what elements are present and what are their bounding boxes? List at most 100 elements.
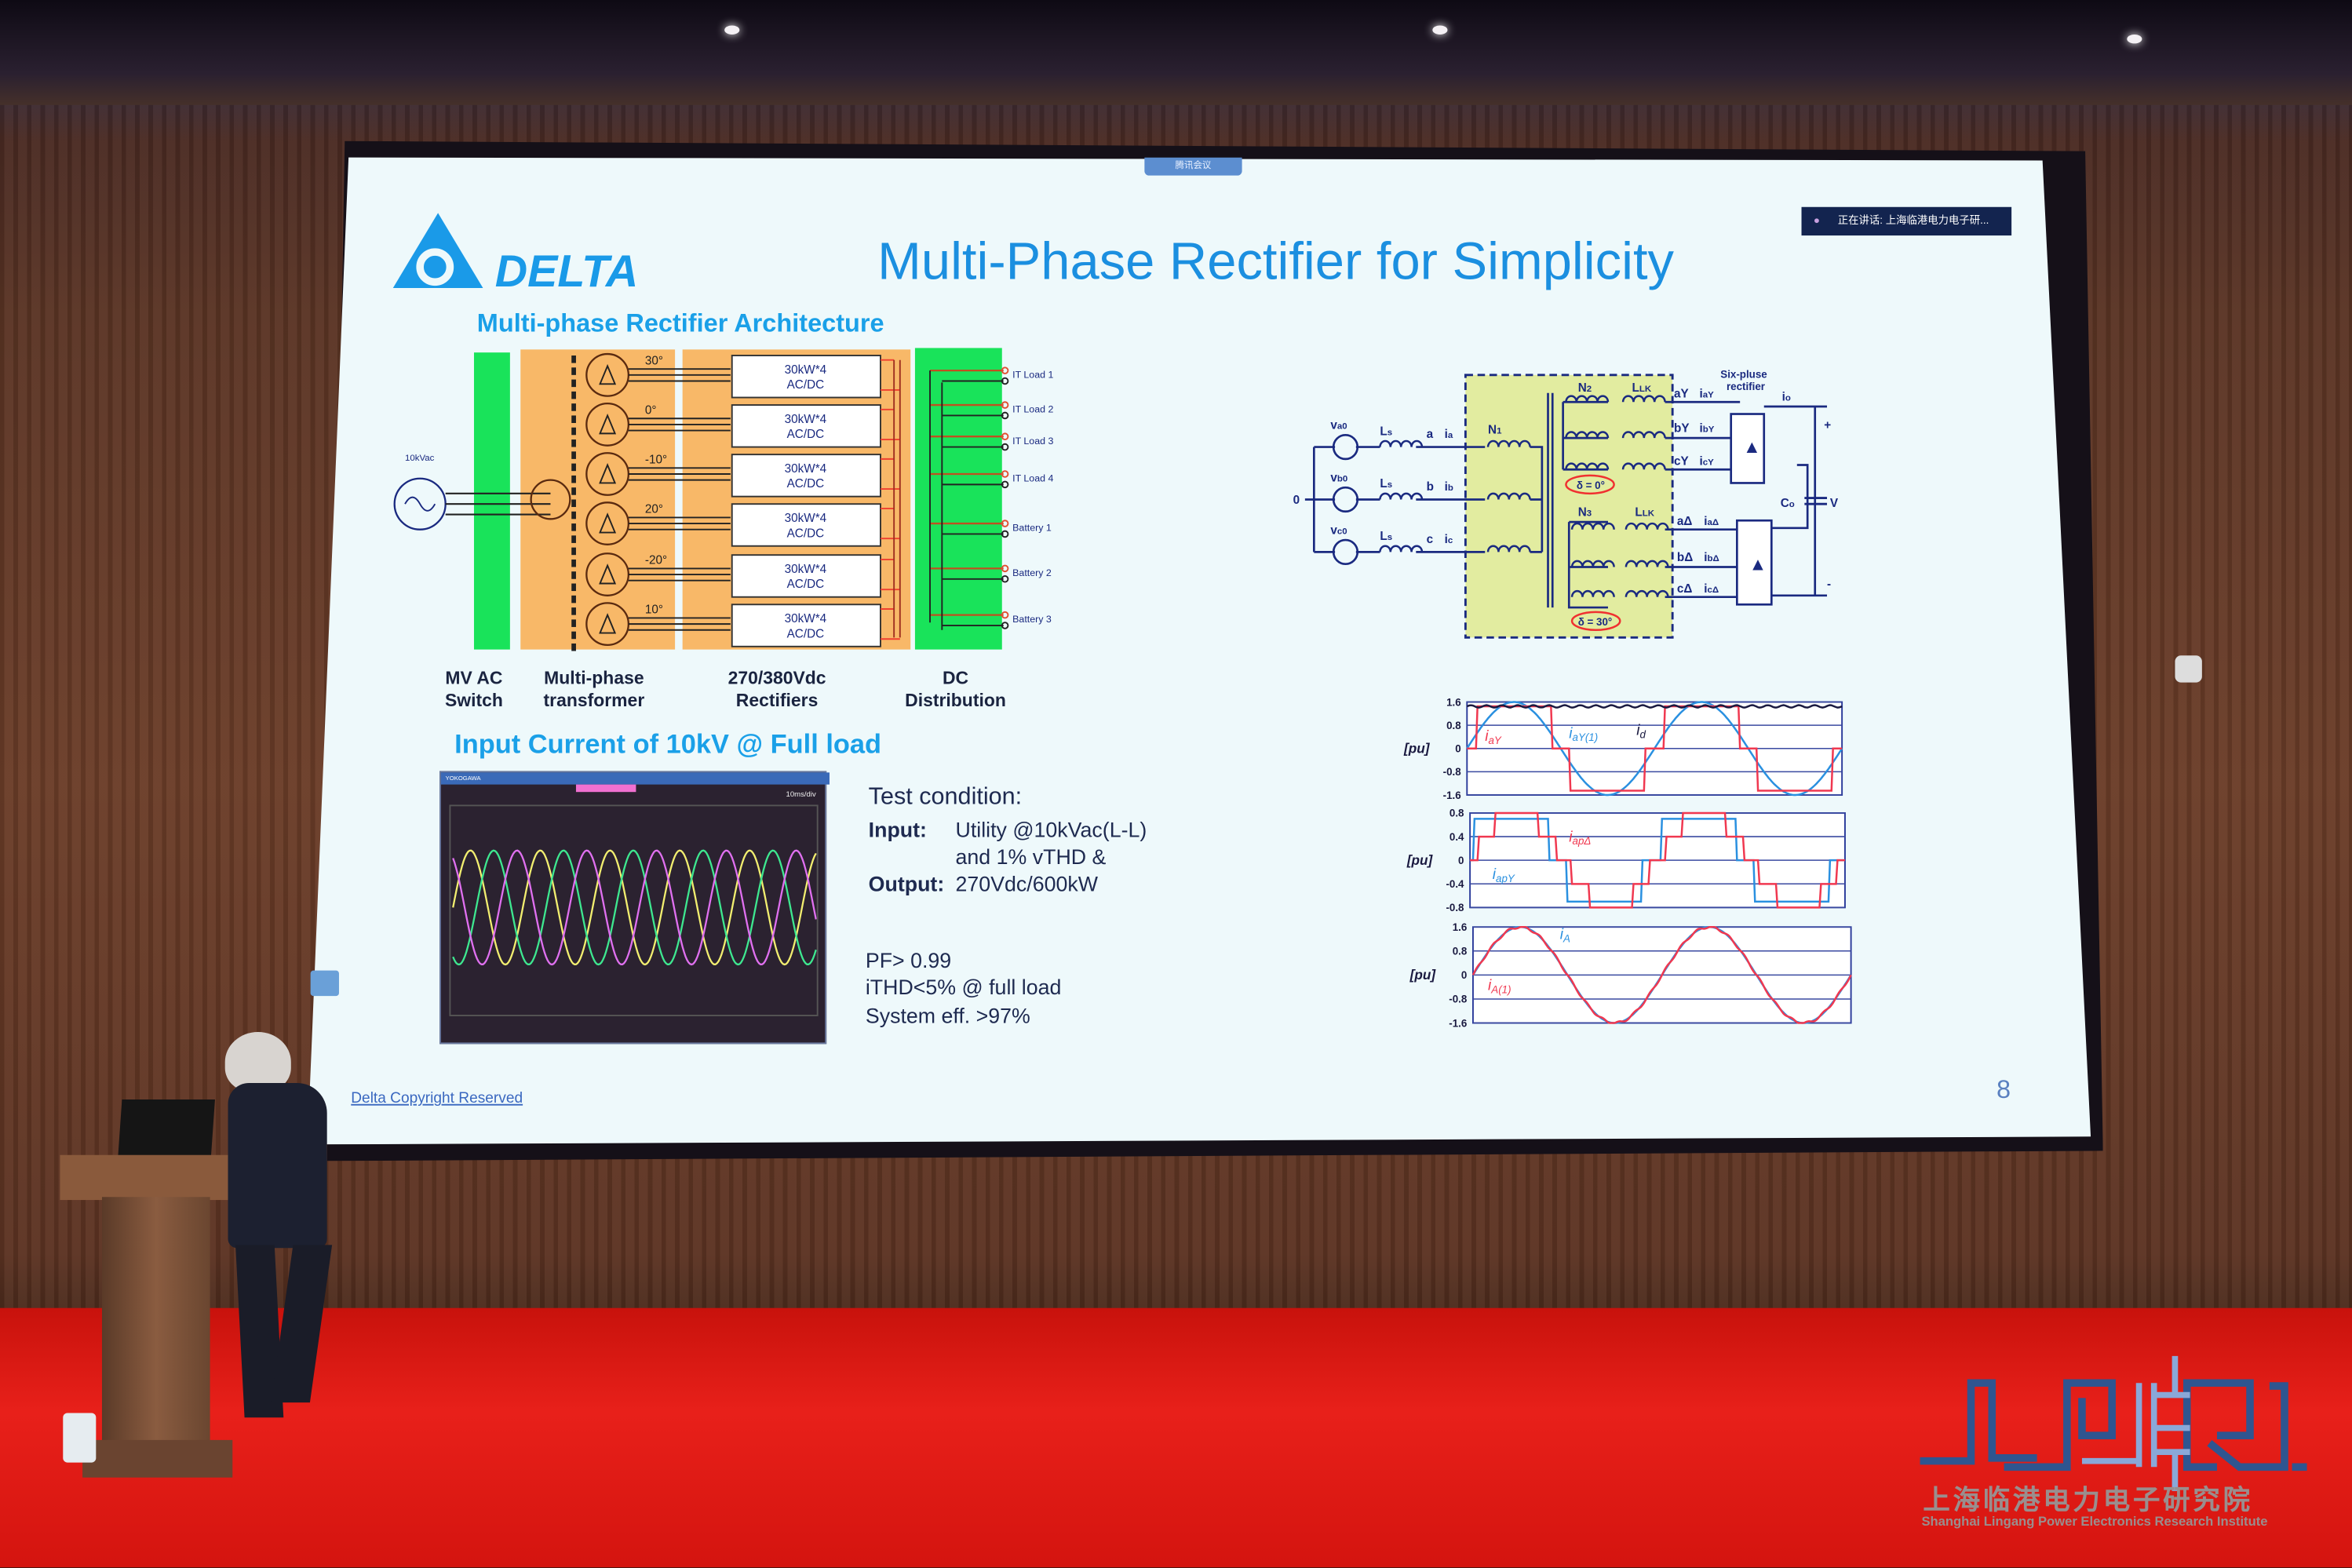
coil-icon [1570, 522, 1615, 530]
copyright-link[interactable]: Delta Copyright Reserved [351, 1090, 523, 1107]
terminal-current: iaΔ [1704, 515, 1719, 528]
output-value: 270Vdc/600kW [955, 871, 1099, 896]
phase-current-trace [452, 849, 817, 966]
rectifier-box [731, 404, 881, 448]
n1-label: N1 [1488, 423, 1502, 436]
caption-dc-distribution: DC Distribution [888, 668, 1023, 713]
ac-source-icon [1332, 486, 1359, 513]
terminal-icon [1001, 432, 1009, 440]
y-tick-label: 0.8 [1449, 808, 1464, 819]
y-tick-label: 0 [1455, 743, 1460, 755]
laptop [118, 1099, 215, 1157]
phase-current-trace [452, 849, 817, 966]
terminal-icon [1001, 377, 1009, 385]
llk-label: LLK [1632, 381, 1652, 395]
winding-symbol [599, 463, 617, 484]
series-label: iaY(1) [1569, 725, 1598, 743]
waveform-series [1466, 704, 1843, 709]
series-label: iA [1560, 927, 1570, 945]
ceiling-light [1432, 25, 1448, 35]
terminal-icon [1001, 401, 1009, 409]
terminal-label: aY [1674, 388, 1689, 401]
caption-line: transformer [543, 690, 645, 711]
delta0-highlight [1565, 474, 1615, 495]
output-label: Output: [868, 871, 945, 896]
speaker-head [224, 1032, 291, 1092]
rectifier-rating: 30kW*4 [785, 612, 827, 625]
toolbar-icon[interactable] [310, 970, 339, 997]
institute-name-en: Shanghai Lingang Power Electronics Resea… [1921, 1513, 2268, 1529]
slide-title: Multi-Phase Rectifier for Simplicity [877, 232, 1675, 291]
rectifier-type: AC/DC [787, 527, 825, 540]
scope-timebase: 10ms/div [786, 790, 816, 800]
delta30-label: δ = 30° [1578, 616, 1613, 628]
podium [101, 1197, 210, 1453]
ac-source-icon [1332, 433, 1359, 461]
ls-label: Ls [1380, 425, 1392, 438]
transformer-core-mark [571, 403, 576, 411]
series-label: id [1636, 723, 1646, 741]
ceiling-light [2127, 34, 2142, 44]
terminal-current: ibΔ [1704, 551, 1719, 564]
speaker-body [228, 1082, 327, 1249]
ceiling-light [724, 25, 740, 35]
input-value-2: and 1% vTHD & [955, 844, 1107, 869]
transformer-core-mark [571, 451, 576, 459]
coil-icon [1565, 431, 1610, 439]
transformer-core-mark [571, 523, 576, 531]
oscilloscope-screenshot: YOKOGAWA 10ms/div [439, 771, 830, 1045]
coil-icon [1379, 545, 1424, 552]
caption-mv-ac-switch: MV AC Switch [429, 668, 520, 713]
terminal-icon [1001, 575, 1009, 583]
winding-symbol [599, 563, 617, 585]
coil-icon [1379, 492, 1424, 500]
meeting-tab[interactable]: 腾讯会议 [1144, 157, 1242, 176]
transformer-core-mark [571, 487, 576, 495]
mv-switch-band [473, 352, 510, 650]
scope-traces [449, 804, 819, 1016]
delta0-label: δ = 0° [1577, 480, 1605, 491]
ls-label: Ls [1380, 530, 1392, 543]
node-label: b [1427, 480, 1434, 494]
waveform-series [1471, 925, 1852, 1024]
phase-angle-label: 0° [645, 404, 657, 418]
rectifier-rating: 30kW*4 [785, 512, 827, 525]
y-tick-label: -0.4 [1446, 878, 1464, 890]
transformer-core-mark [571, 571, 576, 579]
phase-angle-label: 30° [645, 354, 663, 367]
diode-icon: ▲ [1743, 436, 1761, 457]
scope-brand: YOKOGAWA [445, 774, 481, 782]
caption-line: MV AC [445, 667, 503, 689]
transformer-core-mark [571, 535, 576, 543]
terminal-current: icY [1700, 455, 1715, 469]
terminal-icon [1001, 520, 1009, 527]
y-tick-label: 1.6 [1453, 921, 1468, 933]
output-label: Battery 1 [1012, 523, 1052, 534]
podium-top [60, 1154, 228, 1201]
dc-bus-tap [880, 458, 900, 490]
terminal-icon [1001, 611, 1009, 619]
winding-symbol [599, 512, 617, 534]
capacitor-icon [1804, 497, 1828, 505]
n2-label: N2 [1578, 381, 1592, 395]
caption-line: DC [942, 667, 969, 689]
caption-rectifiers: 270/380Vdc Rectifiers [709, 668, 844, 713]
terminal-icon [1001, 366, 1009, 374]
y-tick-label: -0.8 [1443, 766, 1462, 778]
phase-angle-label: 10° [645, 603, 663, 617]
transformer-core-mark [571, 379, 576, 388]
terminal-icon [1001, 443, 1009, 451]
main-transformer-icon [530, 479, 571, 520]
transformer-core-mark [571, 607, 576, 615]
waveform-series [1470, 811, 1845, 909]
delta-logo-text: DELTA [495, 246, 639, 294]
output-label: IT Load 4 [1012, 473, 1053, 484]
voltage-label: V [1830, 497, 1839, 510]
dc-bus-tap [880, 608, 900, 640]
rectifier-label: Six-pluse [1720, 369, 1767, 381]
series-label: iapΔ [1569, 829, 1591, 847]
transformer-core-mark [571, 355, 576, 363]
ls-label: Ls [1380, 477, 1392, 490]
bottle [63, 1413, 97, 1463]
